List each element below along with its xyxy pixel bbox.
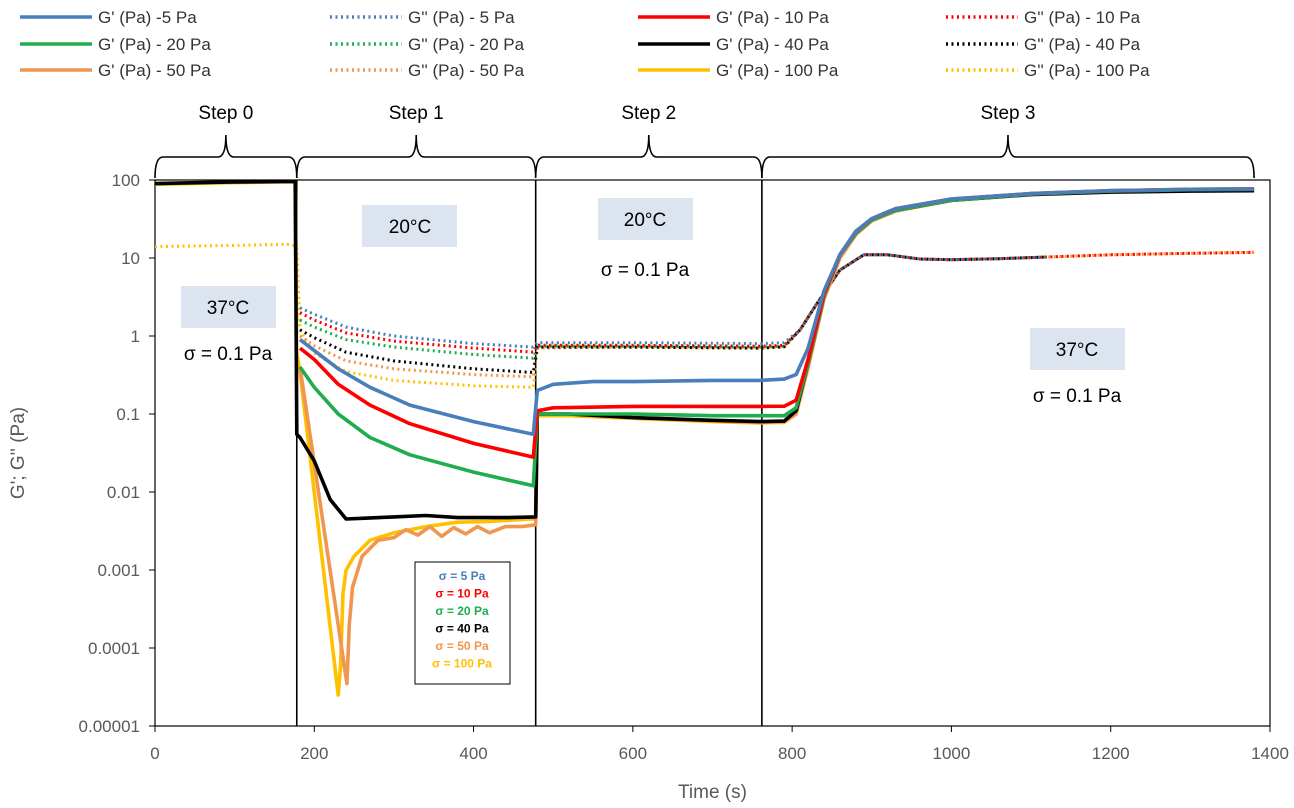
temperature-label: 20°C bbox=[624, 210, 666, 231]
legend-item-gp-pa-40-pa: G' (Pa) - 40 Pa bbox=[638, 35, 829, 54]
x-tick-label: 400 bbox=[459, 744, 487, 763]
inset-legend-item: σ = 40 Pa bbox=[435, 622, 489, 636]
annotations: 37°C σ = 0.1 Pa 20°C 20°C σ = 0.1 Pa 37°C σ = … bbox=[181, 198, 1125, 407]
legend-item-gpp-pa-5-pa: G'' (Pa) - 5 Pa bbox=[330, 8, 515, 27]
legend-label: G'' (Pa) - 5 Pa bbox=[408, 8, 515, 27]
y-axis-title: G'; G'' (Pa) bbox=[8, 407, 29, 499]
temperature-label: 20°C bbox=[389, 217, 431, 238]
legend-item-gp-pa-10-pa: G' (Pa) - 10 Pa bbox=[638, 8, 829, 27]
legend-label: G'' (Pa) - 10 Pa bbox=[1024, 8, 1141, 27]
bracket-shape bbox=[154, 134, 298, 179]
inset-legend: σ = 5 Pa σ = 10 Pa σ = 20 Pa σ = 40 Pa σ = 5… bbox=[414, 561, 511, 685]
y-tick-label: 10 bbox=[121, 249, 140, 268]
y-tick-label: 0.00001 bbox=[79, 717, 140, 736]
inset-legend-item: σ = 10 Pa bbox=[435, 587, 489, 601]
x-tick-label: 1200 bbox=[1092, 744, 1130, 763]
temperature-box bbox=[1030, 328, 1125, 370]
condition-c2: 20°C σ = 0.1 Pa bbox=[598, 198, 693, 281]
temperature-box bbox=[598, 198, 693, 240]
y-tick-label: 0.1 bbox=[116, 405, 140, 424]
x-tick-label: 1400 bbox=[1251, 744, 1289, 763]
step-bracket-step-3: Step 3 bbox=[761, 103, 1255, 179]
step-bracket-step-0: Step 0 bbox=[154, 103, 298, 179]
x-tick-label: 800 bbox=[778, 744, 806, 763]
legend-label: G'' (Pa) - 100 Pa bbox=[1024, 61, 1150, 80]
inset-legend-item: σ = 20 Pa bbox=[435, 604, 489, 618]
temperature-box bbox=[362, 205, 457, 247]
legend-label: G' (Pa) - 100 Pa bbox=[716, 61, 839, 80]
plot-border bbox=[154, 179, 1271, 727]
temperature-label: 37°C bbox=[1056, 340, 1098, 361]
plot-area bbox=[154, 179, 1271, 727]
legend-item-gpp-pa-100-pa: G'' (Pa) - 100 Pa bbox=[946, 61, 1150, 80]
legend-label: G' (Pa) -5 Pa bbox=[98, 8, 197, 27]
x-axis-title: Time (s) bbox=[678, 782, 747, 803]
step-label: Step 2 bbox=[621, 103, 676, 124]
y-tick-label: 0.001 bbox=[97, 561, 140, 580]
legend-label: G' (Pa) - 50 Pa bbox=[98, 61, 211, 80]
legend-item-gp-pa-50-pa: G' (Pa) - 50 Pa bbox=[20, 61, 211, 80]
condition-c3: 37°C σ = 0.1 Pa bbox=[1030, 328, 1125, 407]
legend-label: G' (Pa) - 10 Pa bbox=[716, 8, 829, 27]
legend-label: G' (Pa) - 20 Pa bbox=[98, 35, 211, 54]
inset-legend-item: σ = 100 Pa bbox=[432, 657, 492, 671]
inset-legend-box bbox=[414, 561, 511, 685]
step-brackets: Step 0 Step 1 Step 2 Step 3 bbox=[154, 103, 1255, 179]
series-gpp-pa-40-pa bbox=[299, 253, 1048, 374]
stress-label: σ = 0.1 Pa bbox=[184, 344, 273, 365]
y-tick-label: 1 bbox=[131, 327, 140, 346]
y-tick-label: 0.0001 bbox=[88, 639, 140, 658]
step-label: Step 0 bbox=[198, 103, 253, 124]
inset-legend-item: σ = 50 Pa bbox=[435, 639, 489, 653]
legend-item-gp-pa-5-pa: G' (Pa) -5 Pa bbox=[20, 8, 197, 27]
legend-item-gpp-pa-50-pa: G'' (Pa) - 50 Pa bbox=[330, 61, 525, 80]
legend-item-gpp-pa-40-pa: G'' (Pa) - 40 Pa bbox=[946, 35, 1141, 54]
x-tick-label: 0 bbox=[150, 744, 159, 763]
bracket-shape bbox=[295, 134, 537, 179]
y-tick-label: 0.01 bbox=[107, 483, 140, 502]
y-tick-label: 100 bbox=[112, 171, 140, 190]
series-gp-pa-100-pa bbox=[154, 179, 1255, 697]
legend-item-gpp-pa-10-pa: G'' (Pa) - 10 Pa bbox=[946, 8, 1141, 27]
series-layer bbox=[154, 179, 1255, 697]
bracket-shape bbox=[761, 134, 1255, 179]
legend-label: G'' (Pa) - 50 Pa bbox=[408, 61, 525, 80]
series-gp-pa-5-pa bbox=[298, 187, 1255, 437]
bracket-shape bbox=[534, 134, 763, 179]
legend-item-gpp-pa-20-pa: G'' (Pa) - 20 Pa bbox=[330, 35, 525, 54]
step-bracket-step-1: Step 1 bbox=[295, 103, 537, 179]
x-tick-label: 1000 bbox=[933, 744, 971, 763]
stress-label: σ = 0.1 Pa bbox=[601, 260, 690, 281]
legend-item-gp-pa-20-pa: G' (Pa) - 20 Pa bbox=[20, 35, 211, 54]
stress-label: σ = 0.1 Pa bbox=[1033, 386, 1122, 407]
inset-legend-item: σ = 5 Pa bbox=[439, 569, 486, 583]
temperature-label: 37°C bbox=[207, 298, 249, 319]
condition-c0: 37°C σ = 0.1 Pa bbox=[181, 286, 276, 365]
legend-item-gp-pa-100-pa: G' (Pa) - 100 Pa bbox=[638, 61, 839, 80]
temperature-box bbox=[181, 286, 276, 328]
axes: 0 200 400 600 800 1000 1200 1400 100 10 1 0.1 0.01 0.… bbox=[8, 171, 1289, 803]
step-bracket-step-2: Step 2 bbox=[534, 103, 763, 179]
legend-label: G' (Pa) - 40 Pa bbox=[716, 35, 829, 54]
x-tick-label: 600 bbox=[619, 744, 647, 763]
legend-label: G'' (Pa) - 20 Pa bbox=[408, 35, 525, 54]
condition-c1: 20°C bbox=[362, 205, 457, 247]
x-tick-label: 200 bbox=[300, 744, 328, 763]
step-label: Step 1 bbox=[389, 103, 444, 124]
series-gpp-pa-5-pa bbox=[299, 253, 1048, 349]
legend-label: G'' (Pa) - 40 Pa bbox=[1024, 35, 1141, 54]
step-label: Step 3 bbox=[981, 103, 1036, 124]
chart-legend: G' (Pa) -5 Pa G'' (Pa) - 5 Pa G' (Pa) - 10… bbox=[20, 8, 1150, 80]
